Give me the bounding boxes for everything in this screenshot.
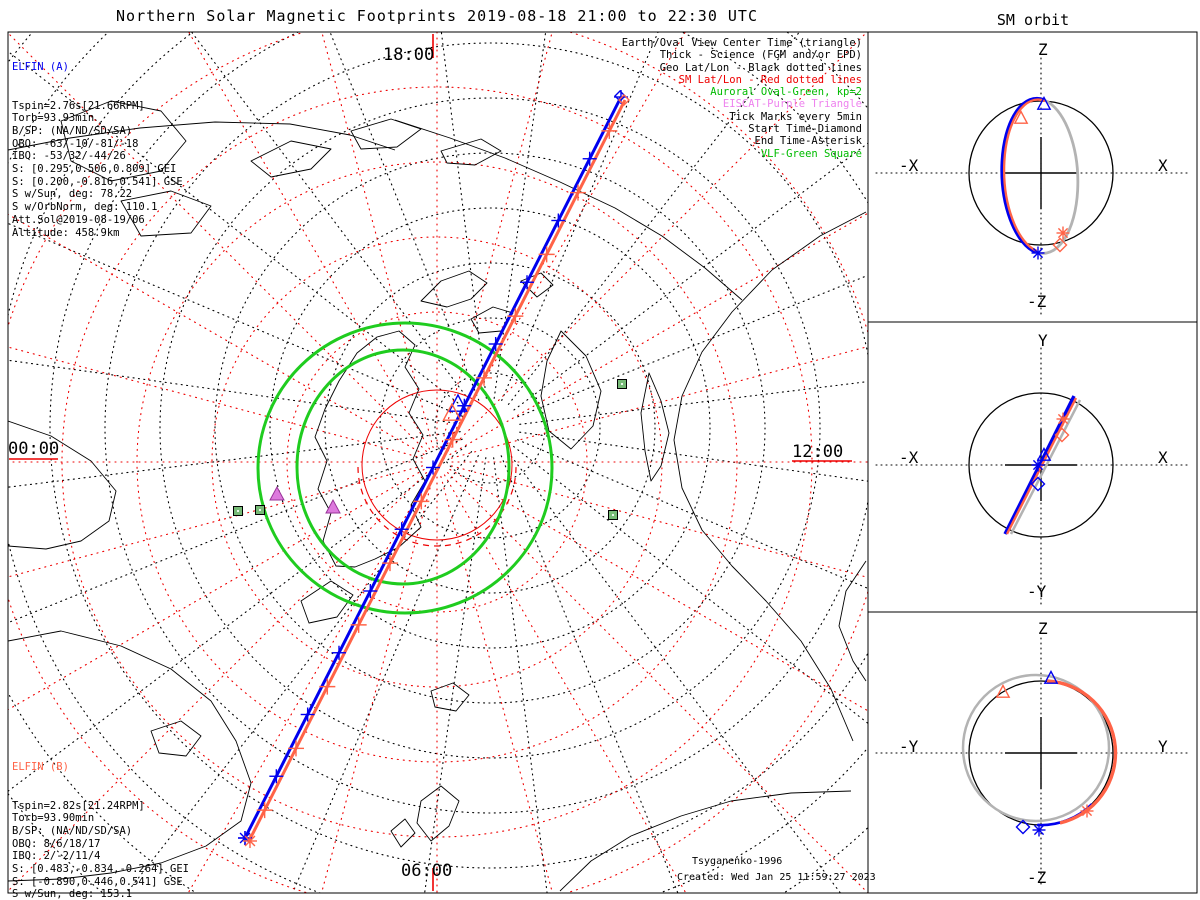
list-item: Att.Sol@2019-08-19/06 xyxy=(12,213,145,226)
map-legend: Earth/Oval View Center Time (triangle) Th… xyxy=(0,37,862,160)
list-item: Auroral Oval-Green, kp=2 xyxy=(710,86,862,99)
list-item: IBQ: 2/-2/11/4 xyxy=(12,850,101,863)
list-item: S w/OrbNorm, deg: 110.1 xyxy=(12,201,158,214)
panel1-axis-left: -X xyxy=(899,156,919,175)
list-item: SM Lat/Lon - Red dotted lines xyxy=(678,73,862,86)
list-item: Altitude: 458.9km xyxy=(12,226,120,239)
elfin-b-name: ELFIN (B) xyxy=(12,761,69,774)
list-item: S w/Sun, deg: 153.1 xyxy=(12,888,133,900)
list-item: Start Time-Diamond xyxy=(748,123,862,136)
list-item: Earth/Oval View Center Time (triangle) xyxy=(621,37,862,49)
model-credit: Tsyganenko-1996 xyxy=(692,856,783,867)
panel2-axis-right: X xyxy=(1158,448,1168,467)
elfin-a-lines: Tspin=2.76s[21.66RPM] Torb=93.93min B/SP: … xyxy=(12,100,183,240)
mlt-label-1200: 12:00 xyxy=(792,442,844,462)
mlt-label-1800: 18:00 xyxy=(383,45,435,65)
list-item: B/SP: (NA/ND/SD/SA) xyxy=(12,824,133,837)
list-item: OBQ: 8/6/18/17 xyxy=(12,837,101,850)
list-item: B/SP: (NA/ND/SD/SA) xyxy=(12,124,133,137)
panel3-axis-bottom: -Z xyxy=(1027,868,1047,887)
list-item: S w/Sun, deg: 78.22 xyxy=(12,188,133,201)
list-item: OBQ: -63/-10/-81/-18 xyxy=(12,137,139,150)
list-item: S: [-0.890,0.446,0.541] GSE xyxy=(12,875,183,888)
panel2-axis-left: -X xyxy=(899,448,919,467)
list-item: Geo Lat/Lon - Black dotted lines xyxy=(659,61,862,74)
sm-orbit-panel xyxy=(875,347,1192,605)
panel2-axis-top: Y xyxy=(1038,331,1048,350)
list-item: IBQ: -53/32/-44/26 xyxy=(12,150,126,163)
panel3-axis-top: Z xyxy=(1038,619,1048,638)
list-item: End Time-Asterisk xyxy=(754,135,862,148)
mlt-label-0600: 06:00 xyxy=(401,861,453,881)
panel2-axis-bottom: -Y xyxy=(1027,582,1047,601)
panel1-axis-bottom: -Z xyxy=(1027,292,1047,311)
panel1-axis-top: Z xyxy=(1038,40,1048,59)
list-item: Torb=93.90min xyxy=(12,812,95,825)
list-item: S: [0.295,0.506,0.809] GEI xyxy=(12,163,177,176)
list-item: Tick Marks every 5min xyxy=(729,110,862,123)
sm-orbit-panel xyxy=(875,637,1192,886)
created-timestamp: Created: Wed Jan 25 11:59:27 2023 xyxy=(677,872,876,883)
list-item: Thick - Science (FGM and/or EPD) xyxy=(659,49,862,62)
list-item: VLF-Green Square xyxy=(760,147,862,160)
list-item: Tspin=2.82s[21.24RPM] xyxy=(12,799,145,812)
elfin-b-lines: Tspin=2.82s[21.24RPM] Torb=93.90min B/SP: … xyxy=(12,800,189,900)
sm-orbit-panel xyxy=(875,57,1192,315)
page-title: Northern Solar Magnetic Footprints 2019-… xyxy=(116,7,758,25)
sm-orbit-title: SM orbit xyxy=(996,11,1070,29)
list-item: EISCAT-Purple Triangle xyxy=(722,98,862,111)
mlt-label-0000: 00:00 xyxy=(8,439,60,459)
list-item: S: [0.483,-0.834,-0.264] GEI xyxy=(12,863,190,876)
list-item: Torb=93.93min xyxy=(12,112,95,125)
elfin-a-info: ELFIN (A) Tspin=2.76s[21.66RPM] Torb=93.9… xyxy=(12,36,183,265)
list-item: S: [0.200,-0.816,0.541] GSE xyxy=(12,175,183,188)
list-item: Tspin=2.76s[21.66RPM] xyxy=(12,99,145,112)
panel3-axis-left: -Y xyxy=(899,737,919,756)
panel1-axis-right: X xyxy=(1158,156,1168,175)
elfin-a-name: ELFIN (A) xyxy=(12,61,69,74)
panel3-axis-right: Y xyxy=(1158,737,1168,756)
elfin-b-info: ELFIN (B) Tspin=2.82s[21.24RPM] Torb=93.9… xyxy=(12,736,189,900)
